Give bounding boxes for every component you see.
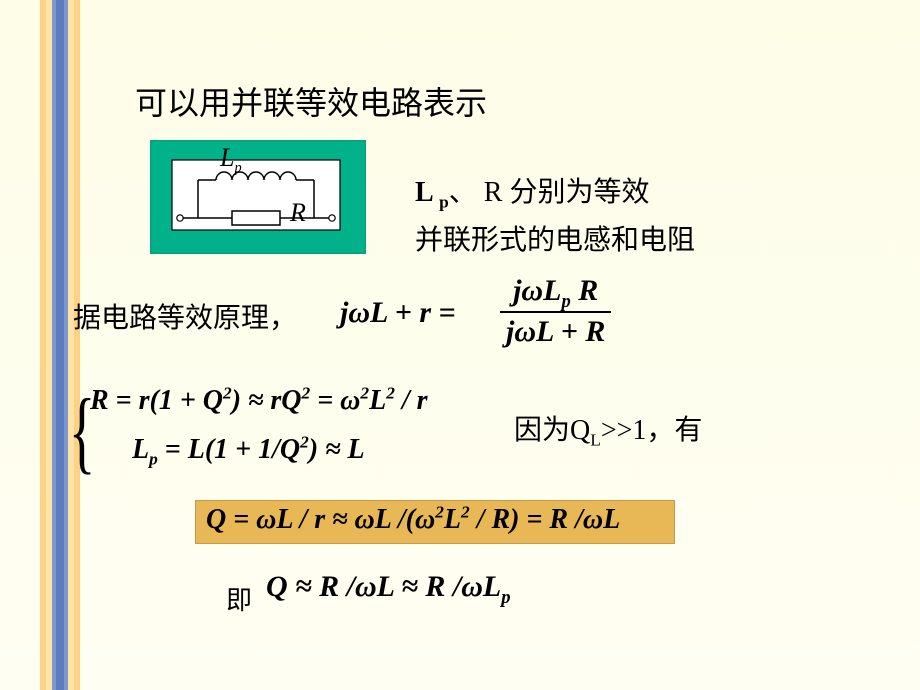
text-principle: 据电路等效原理， bbox=[73, 296, 297, 336]
decor-bar bbox=[40, 0, 80, 690]
eq-R: R = r(1 + Q2) ≈ rQ2 = ω2L2 / r bbox=[90, 385, 428, 417]
desc-line2: 并联形式的电感和电阻 bbox=[415, 218, 695, 258]
text-because: 因为QL>>1，有 bbox=[514, 408, 702, 448]
eq1-frac: jωLp R jωL + R bbox=[500, 274, 611, 349]
circuit-svg bbox=[150, 140, 366, 254]
eq-Lp: Lp = L(1 + 1/Q2) ≈ L bbox=[132, 434, 365, 466]
eq1-lhs: jωL + r = bbox=[340, 296, 456, 330]
eq-highlight: Q = ωL / r ≈ ωL /(ω2L2 / R) = R /ωL bbox=[206, 504, 620, 536]
slide: 可以用并联等效电路表示 Lp Lp R L p、 R 分别为等效 并联形式的电感 bbox=[0, 0, 920, 690]
slide-title: 可以用并联等效电路表示 bbox=[135, 78, 487, 124]
circuit-R-label: R bbox=[290, 198, 306, 228]
desc-line1: L p、 R 分别为等效 bbox=[415, 170, 649, 210]
eq-last: Q ≈ R /ωL ≈ R /ωLp bbox=[266, 570, 511, 604]
text-ie: 即 bbox=[226, 580, 252, 617]
circuit-Lp-label: Lp bbox=[220, 143, 242, 173]
